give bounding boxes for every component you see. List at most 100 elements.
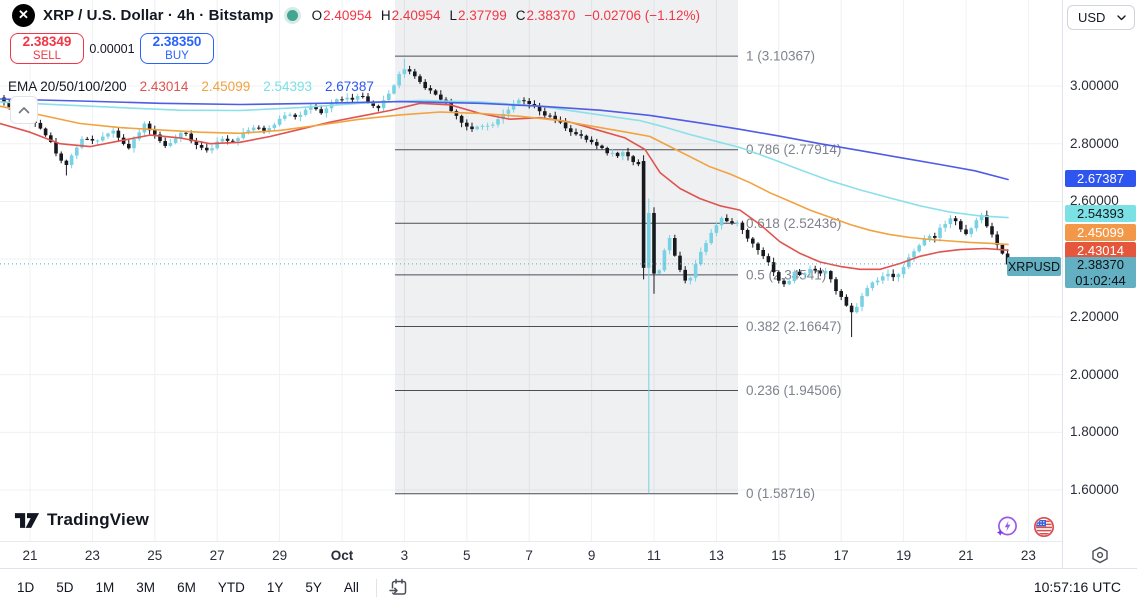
candle-body	[267, 128, 271, 131]
ema-legend-title[interactable]: EMA 20/50/100/200	[8, 79, 127, 94]
axis-settings-button[interactable]	[1087, 544, 1113, 566]
candle-body	[59, 153, 63, 161]
range-button-6m[interactable]: 6M	[177, 580, 196, 595]
candle-body	[251, 127, 256, 131]
us-flag-events-icon[interactable]	[1032, 515, 1056, 539]
collapse-legend-button[interactable]	[10, 96, 38, 124]
candle-body	[901, 267, 906, 275]
candle-body	[215, 141, 219, 149]
buy-button[interactable]: 2.38350 BUY	[140, 33, 214, 64]
sell-label: SELL	[32, 49, 62, 62]
candle-body	[787, 280, 791, 285]
candle-body	[527, 101, 531, 104]
range-button-5y[interactable]: 5Y	[305, 580, 322, 595]
chevron-down-icon	[1117, 14, 1126, 20]
candle-body	[506, 109, 511, 114]
candle-body	[605, 147, 609, 154]
candle-body	[615, 152, 620, 157]
candle-body	[361, 96, 365, 98]
candle-body	[938, 227, 942, 238]
candle-body	[350, 97, 355, 100]
candle-body	[579, 134, 583, 136]
sell-button[interactable]: 2.38349 SELL	[10, 33, 84, 64]
candle-body	[428, 88, 433, 91]
candle-body	[142, 123, 147, 133]
candle-body	[953, 218, 958, 222]
time-label: 7	[525, 548, 533, 563]
symbol-title[interactable]: XRP / U.S. Dollar · 4h · Bitstamp	[43, 6, 274, 24]
candle-body	[933, 235, 937, 238]
ema-value: 2.54393	[263, 79, 313, 94]
bar-countdown: 01:02:44	[1075, 272, 1126, 288]
bottom-toolbar: 1D 5D 1M 3M 6M YTD 1Y 5Y All	[0, 568, 1137, 606]
candle-body	[875, 280, 880, 283]
flash-ai-icon[interactable]	[995, 515, 1019, 539]
candle-body	[293, 114, 297, 117]
candle-body	[225, 138, 230, 141]
gear-icon	[1092, 546, 1108, 564]
time-label: 13	[708, 548, 724, 563]
candle-body	[792, 271, 797, 281]
time-label: 5	[463, 548, 471, 563]
ohlc-item: H2.40954	[380, 7, 441, 23]
range-button-1m[interactable]: 1M	[95, 580, 115, 595]
candle-body	[626, 152, 630, 157]
range-button-ytd[interactable]: YTD	[217, 580, 245, 595]
candle-body	[537, 106, 542, 112]
fib-level-label: 1 (3.10367)	[746, 49, 815, 64]
ema-value: 2.67387	[325, 79, 374, 94]
price-chart[interactable]: 1 (3.10367) 0.786 (2.77914) 0.618 (2.52436…	[0, 0, 1062, 541]
candle-body	[818, 270, 823, 274]
candle-body	[257, 127, 261, 129]
go-to-date-button[interactable]	[385, 574, 413, 602]
candle-body	[756, 243, 760, 251]
candle-body	[855, 306, 859, 313]
range-button-1y[interactable]: 1Y	[266, 580, 284, 595]
ohlc-legend: O2.40954 H2.40954 L2.37799 C2.38370 −0.02706…	[312, 8, 700, 23]
candle-body	[64, 160, 69, 165]
candle-body	[641, 161, 646, 268]
candle-body	[314, 105, 318, 110]
indicator-price-label: 2.54393	[1065, 204, 1136, 222]
candle-body	[220, 138, 225, 142]
price-scale[interactable]: USD 3.00000 2.80000 2.60000 2.20000 2.00000 1…	[1062, 0, 1137, 568]
tradingview-brand[interactable]: TradingView	[14, 510, 149, 530]
range-button-3m[interactable]: 3M	[136, 580, 156, 595]
candle-body	[595, 142, 599, 146]
candle-body	[319, 109, 323, 114]
fib-level-label: 0.786 (2.77914)	[746, 142, 841, 157]
chart-pane[interactable]: 1 (3.10367) 0.786 (2.77914) 0.618 (2.52436…	[0, 0, 1062, 541]
candle-body	[777, 272, 781, 281]
time-label: 23	[1020, 548, 1036, 563]
candle-body	[475, 126, 479, 130]
currency-dropdown[interactable]: USD	[1067, 5, 1135, 30]
range-button-1d[interactable]: 1D	[17, 580, 35, 595]
candle-body	[480, 125, 485, 127]
candle-body	[454, 111, 459, 116]
candle-body	[392, 85, 396, 94]
candle-body	[433, 90, 438, 95]
candle-body	[366, 96, 370, 102]
currency-label: USD	[1078, 10, 1106, 25]
candle-body	[309, 105, 313, 110]
time-axis[interactable]: 21 23 25 27 29 Oct 3 5 7 9 11 13 15 17 19 21 23	[0, 541, 1062, 568]
brand-name: TradingView	[47, 510, 150, 529]
price-tick: 1.80000	[1070, 424, 1119, 440]
toolbar-divider	[375, 578, 377, 597]
candle-body	[735, 222, 739, 224]
candle-body	[761, 250, 765, 257]
time-label: 29	[272, 548, 288, 563]
candle-body	[277, 118, 282, 125]
range-button-5d[interactable]: 5D	[56, 580, 74, 595]
candle-body	[335, 99, 339, 104]
candle-body	[355, 96, 360, 100]
range-button-all[interactable]: All	[343, 580, 359, 595]
indicator-price-label: 2.43014	[1065, 241, 1136, 259]
fib-level-label: 0.382 (2.16647)	[746, 319, 841, 334]
candle-body	[543, 111, 547, 116]
candle-body	[387, 93, 391, 101]
ema-legend: EMA 20/50/100/200 2.43014 2.45099 2.54393 2…	[8, 79, 374, 94]
candle-body	[704, 243, 708, 252]
price-tick: 2.80000	[1070, 135, 1119, 151]
